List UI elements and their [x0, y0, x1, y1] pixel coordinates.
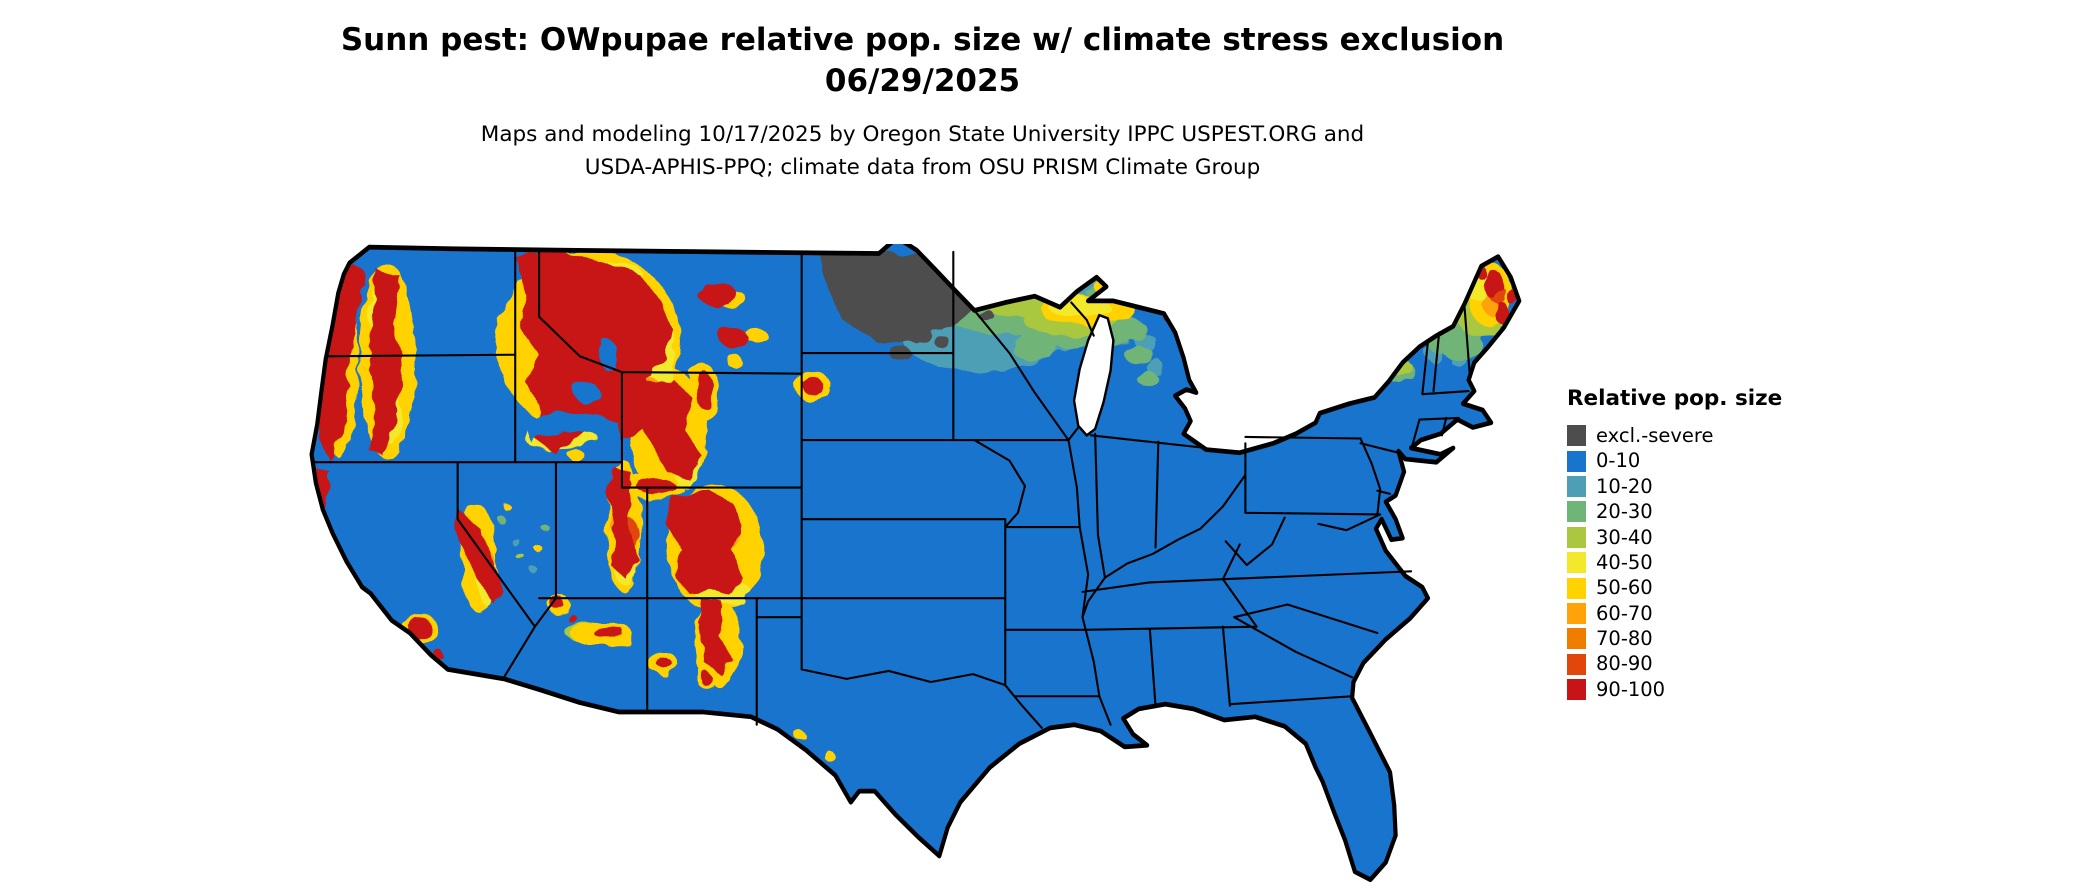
- legend-title: Relative pop. size: [1567, 386, 1783, 411]
- us-map: [306, 244, 1522, 886]
- subtitle-line-2: USDA-APHIS-PPQ; climate data from OSU PR…: [584, 155, 1261, 181]
- page-subtitle: Maps and modeling 10/17/2025 by Oregon S…: [0, 118, 1845, 185]
- legend-color-swatch: [1567, 602, 1586, 624]
- legend-item-label: 70-80: [1596, 627, 1653, 651]
- legend-item: 10-20: [1567, 474, 1782, 498]
- state-borders: [313, 250, 1470, 728]
- legend-item-label: excl.-severe: [1596, 423, 1714, 447]
- legend-color-swatch: [1567, 450, 1586, 472]
- legend-item-label: 40-50: [1596, 550, 1653, 574]
- lake-michigan: [1074, 315, 1113, 435]
- subtitle-line-1: Maps and modeling 10/17/2025 by Oregon S…: [480, 122, 1365, 147]
- legend-item: 90-100: [1567, 677, 1782, 701]
- legend-color-swatch: [1567, 526, 1586, 548]
- legend-item-label: 60-70: [1596, 601, 1653, 625]
- legend-item-label: 90-100: [1596, 677, 1666, 701]
- legend-item: 40-50: [1567, 550, 1782, 574]
- us-map-svg: [306, 244, 1522, 886]
- legend-item-label: 0-10: [1596, 449, 1641, 473]
- legend-item: 0-10: [1567, 449, 1782, 473]
- legend-item: 60-70: [1567, 601, 1782, 625]
- legend-color-swatch: [1567, 577, 1586, 599]
- legend-color-swatch: [1567, 501, 1586, 523]
- legend-color-swatch: [1567, 628, 1586, 650]
- legend-item-label: 20-30: [1596, 500, 1653, 524]
- legend-item: 30-40: [1567, 525, 1782, 549]
- raster-layer-valley-blue: [526, 340, 620, 442]
- page-title: Sunn pest: OWpupae relative pop. size w/…: [0, 20, 1845, 102]
- legend-color-swatch: [1567, 653, 1586, 675]
- legend-item-label: 50-60: [1596, 576, 1653, 600]
- legend-color-swatch: [1567, 679, 1586, 701]
- map-legend: Relative pop. size excl.-severe 0-10 10-…: [1567, 386, 1782, 704]
- title-line-2: 06/29/2025: [824, 62, 1021, 99]
- legend-item: excl.-severe: [1567, 423, 1782, 447]
- legend-color-swatch: [1567, 552, 1586, 574]
- legend-item-label: 30-40: [1596, 525, 1653, 549]
- legend-color-swatch: [1567, 425, 1586, 447]
- legend-item: 50-60: [1567, 576, 1782, 600]
- legend-item: 20-30: [1567, 500, 1782, 524]
- legend-item: 70-80: [1567, 627, 1782, 651]
- legend-item-label: 10-20: [1596, 474, 1653, 498]
- legend-item: 80-90: [1567, 652, 1782, 676]
- title-line-1: Sunn pest: OWpupae relative pop. size w/…: [340, 22, 1505, 58]
- legend-item-label: 80-90: [1596, 652, 1653, 676]
- legend-color-swatch: [1567, 475, 1586, 497]
